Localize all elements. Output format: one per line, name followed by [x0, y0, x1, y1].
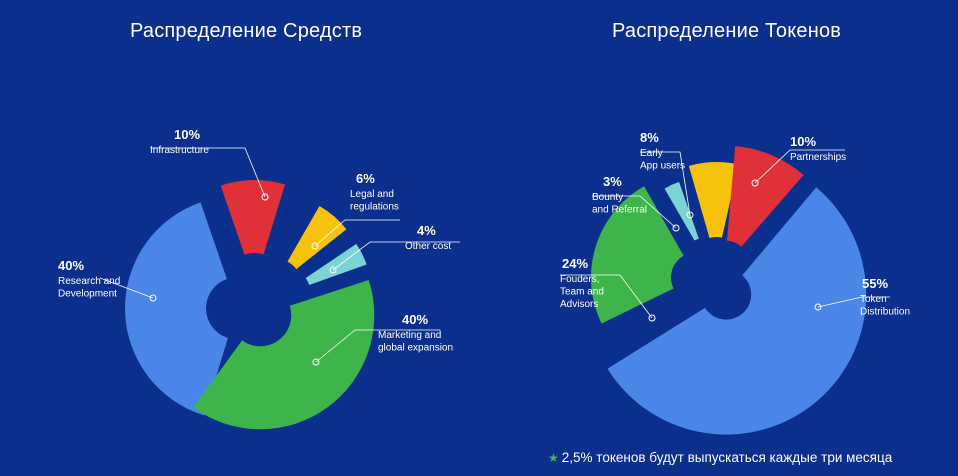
leader-dot — [648, 314, 656, 322]
funds-pie-chart: 40% Research and Development 10% Infrastruct… — [58, 127, 460, 430]
pie-slice — [664, 181, 699, 241]
pie-slice — [726, 146, 804, 247]
slice-percent-label: 40% — [402, 312, 428, 327]
slice-percent-label: 6% — [356, 171, 375, 186]
pie-slice — [607, 187, 867, 435]
footnote: ★ 2,5% токенов будут выпускаться каждые т… — [548, 450, 892, 465]
slice-percent-label: 55% — [862, 276, 888, 291]
leader-line — [314, 219, 400, 247]
slice-name-label: Distribution — [860, 307, 910, 318]
slice-name-label: Infrastructure — [150, 145, 209, 156]
footnote-text: 2,5% токенов будут выпускаться каждые тр… — [561, 450, 893, 465]
slice-percent-label: 40% — [58, 258, 84, 273]
pie-slice — [220, 180, 285, 255]
pie-slice — [590, 186, 684, 324]
pie-slice — [305, 243, 367, 285]
pie-slice — [193, 280, 375, 430]
slice-name-label: Bounty — [592, 192, 623, 203]
slice-percent-label: 10% — [174, 127, 200, 142]
leader-dot — [312, 358, 320, 366]
leader-dot — [261, 193, 269, 201]
slice-name-label: Early — [640, 148, 663, 159]
slice-name-label: Partnerships — [790, 152, 846, 163]
tokens-chart-title: Распределение Токенов — [612, 20, 842, 42]
leader-dot — [814, 303, 822, 311]
slice-name-label: Research and — [58, 276, 120, 287]
pie-slice — [688, 162, 739, 238]
leader-dot — [149, 294, 157, 302]
slice-name-label: Advisors — [560, 299, 598, 310]
slice-name-label: regulations — [350, 202, 399, 213]
leader-line — [754, 149, 845, 184]
leader-dot — [329, 266, 337, 274]
star-icon: ★ — [593, 250, 603, 262]
slice-name-label: and Referral — [592, 205, 647, 216]
slice-percent-label: 3% — [603, 174, 622, 189]
leader-line — [332, 241, 460, 271]
slice-name-label: App users — [640, 161, 685, 172]
leader-line — [817, 296, 890, 308]
slice-name-label: Other cost — [405, 241, 451, 252]
leader-line — [640, 151, 691, 216]
slice-name-label: Marketing and — [378, 330, 441, 341]
slice-name-label: Legal and — [350, 189, 394, 200]
slice-percent-label: 8% — [640, 130, 659, 145]
slice-percent-label: 24% — [562, 256, 588, 271]
leader-line — [560, 274, 653, 319]
slice-percent-label: 4% — [417, 223, 436, 238]
leader-dot — [751, 179, 759, 187]
leader-line — [592, 195, 677, 229]
slice-name-label: global expansion — [378, 343, 453, 354]
star-icon: ★ — [548, 451, 559, 465]
leader-line — [99, 277, 154, 299]
funds-chart-title: Распределение Средств — [130, 20, 363, 42]
leader-line — [150, 147, 266, 198]
slice-name-label: Token — [860, 294, 887, 305]
slice-name-label: Fouders, — [560, 274, 599, 285]
slice-percent-label: 10% — [790, 134, 816, 149]
leader-dot — [686, 211, 694, 219]
pie-slice — [125, 202, 228, 416]
slice-name-label: Development — [58, 289, 117, 300]
leader-line — [315, 329, 440, 363]
leader-dot — [311, 242, 319, 250]
slice-name-label: Team and — [560, 287, 604, 298]
pie-slice — [287, 206, 347, 270]
leader-dot — [672, 224, 680, 232]
